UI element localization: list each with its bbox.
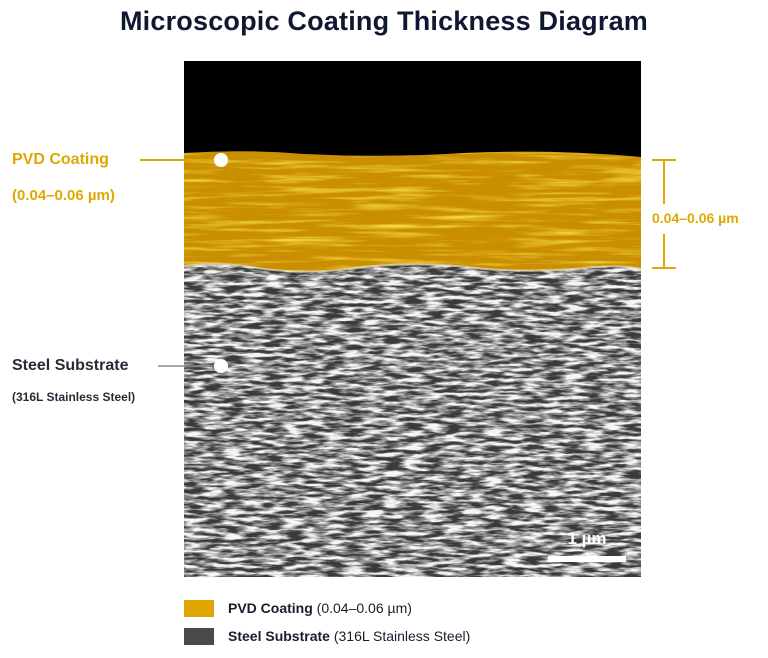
pvd-coating-range: (0.04–0.06 µm) (12, 187, 115, 204)
pvd-coating-texture (184, 151, 641, 272)
legend-text-pvd: PVD Coating (0.04–0.06 µm) (228, 600, 412, 616)
legend-detail-steel: (316L Stainless Steel) (333, 628, 471, 644)
legend-item-steel: Steel Substrate (316L Stainless Steel) (184, 626, 470, 646)
legend-name-steel: Steel Substrate (228, 628, 330, 644)
legend-name-pvd: PVD Coating (228, 600, 313, 616)
sem-micrograph (184, 61, 641, 577)
legend-detail-pvd: (0.04–0.06 µm) (316, 600, 412, 616)
steel-texture (184, 264, 641, 577)
scale-bar-label: 1 µm (567, 529, 607, 548)
interface-line (184, 263, 641, 273)
legend-text-steel: Steel Substrate (316L Stainless Steel) (228, 628, 470, 644)
steel-substrate-label: Steel Substrate (12, 357, 129, 374)
legend-item-pvd: PVD Coating (0.04–0.06 µm) (184, 598, 412, 618)
pvd-coating-label: PVD Coating (12, 151, 109, 168)
thickness-dimension-label: 0.04–0.06 µm (652, 210, 739, 226)
legend-swatch-pvd (184, 599, 214, 617)
legend-swatch-steel (184, 627, 214, 645)
steel-substrate-detail: (316L Stainless Steel) (12, 390, 136, 404)
diagram-title: Microscopic Coating Thickness Diagram (119, 6, 649, 36)
